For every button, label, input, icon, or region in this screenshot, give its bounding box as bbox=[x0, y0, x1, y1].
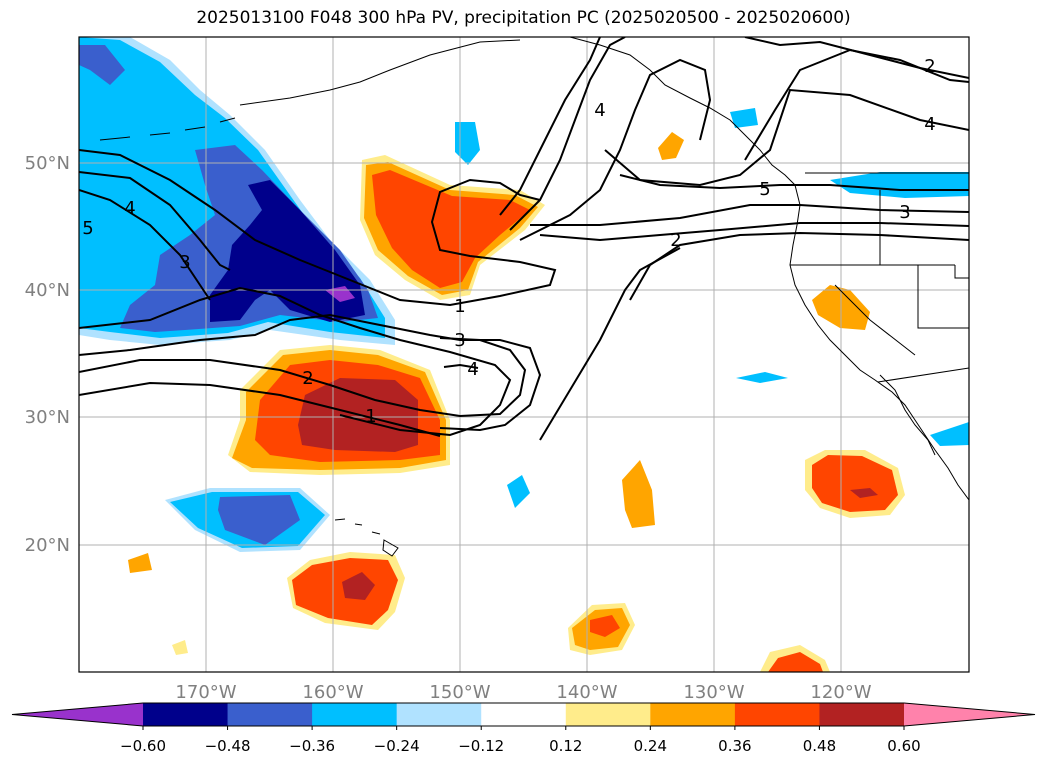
state-borders bbox=[790, 190, 969, 383]
pv-contour-labels: 1 3 4 2 1 4 2 5 3 3 4 2 5 4 bbox=[82, 56, 935, 427]
pv-label: 3 bbox=[454, 330, 465, 351]
pv-contour-3 bbox=[79, 313, 542, 432]
colorbar-tick-label: 0.12 bbox=[549, 737, 582, 755]
pv-contour-1-south bbox=[79, 381, 441, 437]
pv-contour-2-east bbox=[539, 222, 969, 242]
lat-label: 20°N bbox=[25, 535, 70, 556]
pos-anomaly-small2 bbox=[172, 640, 188, 655]
pv-contours bbox=[79, 37, 969, 441]
neg-anomaly-small3 bbox=[736, 372, 788, 383]
pv-label: 1 bbox=[365, 406, 376, 427]
colorbar-tick-label: −0.24 bbox=[374, 737, 420, 755]
colorbar-extend-low bbox=[12, 703, 143, 726]
pv-contour-1-north bbox=[79, 149, 557, 307]
pos-anomaly-e2-core bbox=[590, 615, 620, 637]
pv-contour-2-south bbox=[79, 337, 527, 418]
colorbar-segment bbox=[819, 703, 905, 726]
colorbar-segment bbox=[312, 703, 398, 726]
lat-label: 30°N bbox=[25, 407, 70, 428]
pv-label: 5 bbox=[82, 218, 93, 239]
colorbar-tick-label: 0.60 bbox=[887, 737, 920, 755]
neg-anomaly-subtropic-dark bbox=[218, 495, 300, 545]
neg-anomaly-small5 bbox=[730, 108, 758, 128]
colorbar-segment bbox=[396, 703, 482, 726]
pv-label: 3 bbox=[899, 202, 910, 223]
pv-contour-ridge-3 bbox=[519, 58, 712, 241]
pos-anomaly-ak bbox=[658, 132, 684, 160]
colorbar-segment bbox=[481, 703, 567, 726]
map-panel: 1 3 4 2 1 4 2 5 3 3 4 2 5 4 bbox=[79, 37, 969, 672]
neg-anomaly-core bbox=[210, 180, 365, 322]
figure-title: 2025013100 F048 300 hPa PV, precipitatio… bbox=[196, 8, 851, 28]
neg-anomaly-small4 bbox=[930, 422, 969, 446]
colorbar-segment bbox=[650, 703, 736, 726]
pv-label: 2 bbox=[924, 56, 935, 77]
negative-precip-shading bbox=[79, 37, 969, 552]
alaska-coast bbox=[239, 37, 796, 186]
pv-contour-outer-trough bbox=[79, 286, 512, 437]
colorbar-tick-label: 0.36 bbox=[718, 737, 751, 755]
pos-anomaly-small1 bbox=[128, 553, 152, 573]
longitude-labels: 170°W 160°W 150°W 140°W 130°W 120°W bbox=[175, 682, 871, 703]
colorbar-tick-label: −0.36 bbox=[289, 737, 335, 755]
colorbar-segment bbox=[734, 703, 820, 726]
lat-label: 40°N bbox=[25, 280, 70, 301]
pos-anomaly-mx-red bbox=[812, 455, 898, 512]
pv-contour-5-east bbox=[619, 174, 969, 191]
pv-label: 1 bbox=[454, 296, 465, 317]
colorbar-tick-label: 0.24 bbox=[634, 737, 667, 755]
pv-contour-ridge-1 bbox=[499, 37, 601, 216]
map-frame bbox=[78, 36, 970, 673]
pv-contour-3-west bbox=[79, 189, 211, 301]
pv-contour-ridge-2 bbox=[509, 37, 626, 231]
lon-label: 140°W bbox=[556, 682, 617, 703]
pv-contour-2-ne bbox=[744, 37, 969, 79]
coastlines bbox=[99, 37, 969, 557]
pv-label: 3 bbox=[179, 252, 190, 273]
pos-anomaly-n-red bbox=[372, 170, 530, 288]
lon-label: 130°W bbox=[683, 682, 744, 703]
neg-anomaly-small1 bbox=[455, 122, 480, 165]
pv-label: 4 bbox=[124, 198, 135, 219]
lon-label: 160°W bbox=[302, 682, 363, 703]
latitude-labels: 50°N 40°N 30°N 20°N bbox=[25, 153, 70, 556]
pos-anomaly-bottom-red bbox=[768, 652, 823, 672]
colorbar-tick-label: −0.12 bbox=[458, 737, 504, 755]
colorbar-tick-label: −0.60 bbox=[120, 737, 166, 755]
neg-anomaly-small2 bbox=[507, 475, 530, 508]
pos-anomaly-mx-core bbox=[850, 488, 878, 498]
lon-label: 120°W bbox=[810, 682, 871, 703]
pv-label: 5 bbox=[759, 179, 770, 200]
lat-label: 50°N bbox=[25, 153, 70, 174]
colorbar-segment bbox=[565, 703, 651, 726]
west-coast bbox=[789, 184, 969, 501]
neg-anomaly-pnw bbox=[830, 172, 969, 198]
pv-label: 4 bbox=[594, 100, 605, 121]
pos-anomaly-e1 bbox=[622, 460, 655, 528]
lon-label: 170°W bbox=[175, 682, 236, 703]
pv-label: 2 bbox=[302, 368, 313, 389]
lon-label: 150°W bbox=[429, 682, 490, 703]
pv-label: 4 bbox=[924, 114, 935, 135]
colorbar-tick-label: −0.48 bbox=[205, 737, 251, 755]
pv-contour-4-loop bbox=[443, 363, 479, 369]
baja-peninsula bbox=[879, 374, 936, 456]
aleutian-islands bbox=[99, 117, 236, 141]
pv-contour-3-east bbox=[530, 204, 969, 226]
pos-anomaly-s-core bbox=[342, 572, 375, 600]
pv-label: 4 bbox=[467, 359, 478, 380]
pv-contour-4-east bbox=[604, 88, 969, 187]
colorbar-segment bbox=[143, 703, 229, 726]
colorbar: −0.60 −0.48 −0.36 −0.24 −0.12 0.12 0.24 0.36 0.4… bbox=[11, 702, 1036, 755]
colorbar-extend-high bbox=[904, 703, 1035, 726]
colorbar-tick-label: 0.48 bbox=[803, 737, 836, 755]
hawaii-islands bbox=[334, 518, 399, 557]
pv-label: 2 bbox=[670, 230, 681, 251]
colorbar-segment bbox=[227, 703, 313, 726]
pv-contour-east-trough-2 bbox=[539, 247, 681, 441]
pv-contour-4 bbox=[79, 171, 231, 271]
